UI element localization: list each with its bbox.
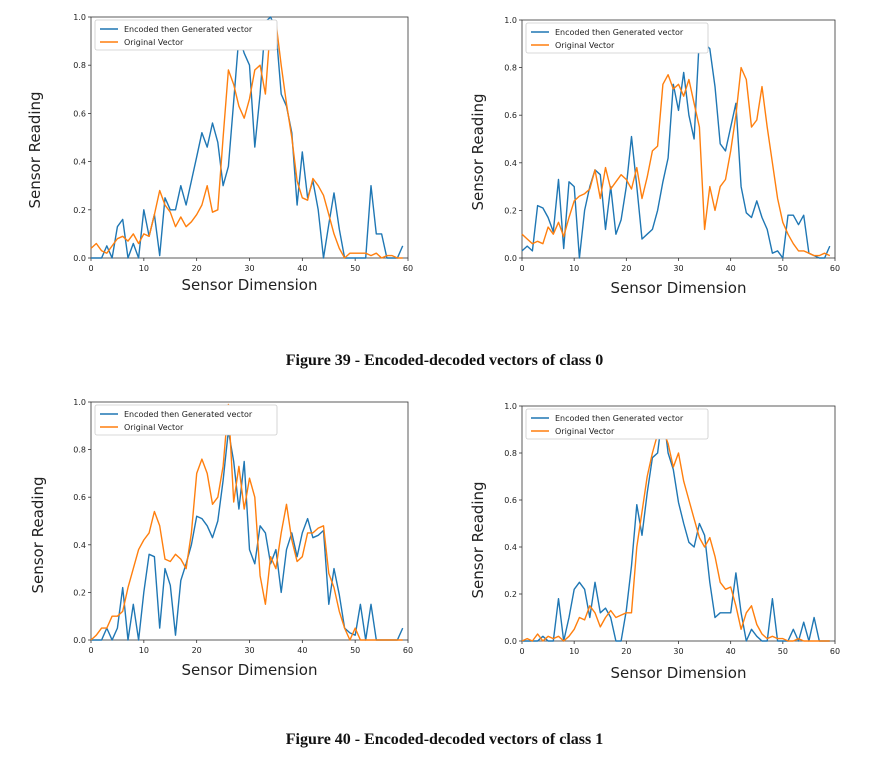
y-tick-label: 0.0 [73, 254, 86, 263]
y-tick-label: 0.6 [504, 496, 517, 505]
legend-label-encoded: Encoded then Generated vector [124, 25, 253, 34]
x-tick-label: 20 [621, 264, 631, 273]
y-axis-label: Sensor Reading [469, 93, 487, 210]
x-tick-label: 50 [778, 264, 788, 273]
legend-label-original: Original Vector [555, 41, 615, 50]
y-tick-label: 0.2 [504, 590, 517, 599]
legend-box [94, 19, 278, 51]
legend-label-encoded: Encoded then Generated vector [555, 414, 684, 423]
figure-40-caption: Figure 40 - Encoded-decoded vectors of c… [285, 731, 604, 748]
x-tick-label: 60 [403, 646, 413, 655]
series-line-original [521, 428, 830, 642]
legend-label-original: Original Vector [124, 38, 184, 47]
chart-1: 0 10 20 30 40 50 60 0.0 0.2 0.4 0.6 0.8 1.0 Encoded t… [469, 16, 840, 297]
y-tick-label: 0.4 [504, 159, 517, 168]
series-line-encoded [521, 36, 831, 259]
x-tick-label: 30 [673, 647, 683, 656]
y-tick-label: 0.8 [73, 61, 86, 70]
x-tick-label: 10 [139, 264, 149, 273]
figure-39-caption: Figure 39 - Encoded-decoded vectors of c… [285, 352, 604, 369]
y-tick-label: 0.4 [504, 543, 517, 552]
y-tick-label: 1.0 [73, 13, 86, 22]
x-tick-label: 20 [621, 647, 631, 656]
chart-3: 0 10 20 30 40 50 60 0.0 0.2 0.4 0.6 0.8 1.0 Encoded t… [469, 402, 840, 682]
y-tick-label: 1.0 [73, 398, 86, 407]
x-tick-label: 60 [830, 264, 840, 273]
legend-label-original: Original Vector [555, 427, 615, 436]
x-tick-label: 30 [244, 646, 254, 655]
x-tick-label: 50 [350, 646, 360, 655]
y-tick-label: 1.0 [504, 402, 517, 411]
axes-frame [90, 16, 409, 259]
legend-label-encoded: Encoded then Generated vector [555, 28, 684, 37]
legend-box [94, 404, 278, 436]
x-tick-label: 30 [673, 264, 683, 273]
x-tick-label: 30 [244, 264, 254, 273]
y-axis-label: Sensor Reading [469, 481, 487, 598]
x-tick-label: 20 [192, 264, 202, 273]
y-axis-label: Sensor Reading [26, 91, 44, 208]
x-tick-label: 10 [139, 646, 149, 655]
chart-0: 0 10 20 30 40 50 60 0.0 0.2 0.4 0.6 0.8 1.0 Encoded t… [26, 13, 413, 294]
series-line-encoded [91, 429, 404, 641]
x-tick-label: 10 [569, 264, 579, 273]
x-axis-label: Sensor Dimension [611, 664, 747, 682]
x-tick-label: 0 [88, 646, 93, 655]
x-tick-label: 40 [297, 264, 307, 273]
series-line-original [521, 66, 831, 257]
x-tick-label: 60 [830, 647, 840, 656]
chart-2: 0 10 20 30 40 50 60 0.0 0.2 0.4 0.6 0.8 1.0 Encoded t… [29, 398, 413, 679]
x-tick-label: 10 [569, 647, 579, 656]
series-line-encoded [91, 16, 404, 259]
x-tick-label: 0 [88, 264, 93, 273]
x-axis-label: Sensor Dimension [182, 661, 318, 679]
x-axis-label: Sensor Dimension [182, 276, 318, 294]
x-tick-label: 40 [726, 264, 736, 273]
y-tick-label: 0.2 [73, 206, 86, 215]
series-line-encoded [522, 410, 830, 642]
y-tick-label: 0.8 [73, 446, 86, 455]
axes-frame [521, 405, 836, 642]
y-tick-label: 0.2 [504, 206, 517, 215]
x-tick-label: 20 [192, 646, 202, 655]
y-tick-label: 0.6 [504, 111, 517, 120]
y-tick-label: 0.6 [73, 109, 86, 118]
y-tick-label: 0.8 [504, 64, 517, 73]
x-tick-label: 0 [519, 647, 524, 656]
y-tick-label: 0.0 [504, 254, 517, 263]
legend-box [525, 22, 709, 54]
y-tick-label: 0.4 [73, 158, 86, 167]
x-axis-label: Sensor Dimension [611, 279, 747, 297]
x-tick-label: 40 [297, 646, 307, 655]
y-tick-label: 0.4 [73, 541, 86, 550]
y-tick-label: 1.0 [504, 16, 517, 25]
x-tick-label: 50 [350, 264, 360, 273]
x-tick-label: 0 [519, 264, 524, 273]
x-tick-label: 40 [726, 647, 736, 656]
y-tick-label: 0.0 [504, 637, 517, 646]
y-tick-label: 0.6 [73, 493, 86, 502]
y-tick-label: 0.8 [504, 449, 517, 458]
axes-frame [521, 19, 836, 259]
legend-label-original: Original Vector [124, 423, 184, 432]
legend-label-encoded: Encoded then Generated vector [124, 410, 253, 419]
y-tick-label: 0.2 [73, 588, 86, 597]
x-tick-label: 50 [778, 647, 788, 656]
legend-box [525, 408, 709, 440]
x-tick-label: 60 [403, 264, 413, 273]
series-line-original [90, 403, 403, 641]
series-line-original [90, 21, 403, 259]
y-tick-label: 0.0 [73, 636, 86, 645]
y-axis-label: Sensor Reading [29, 476, 47, 593]
